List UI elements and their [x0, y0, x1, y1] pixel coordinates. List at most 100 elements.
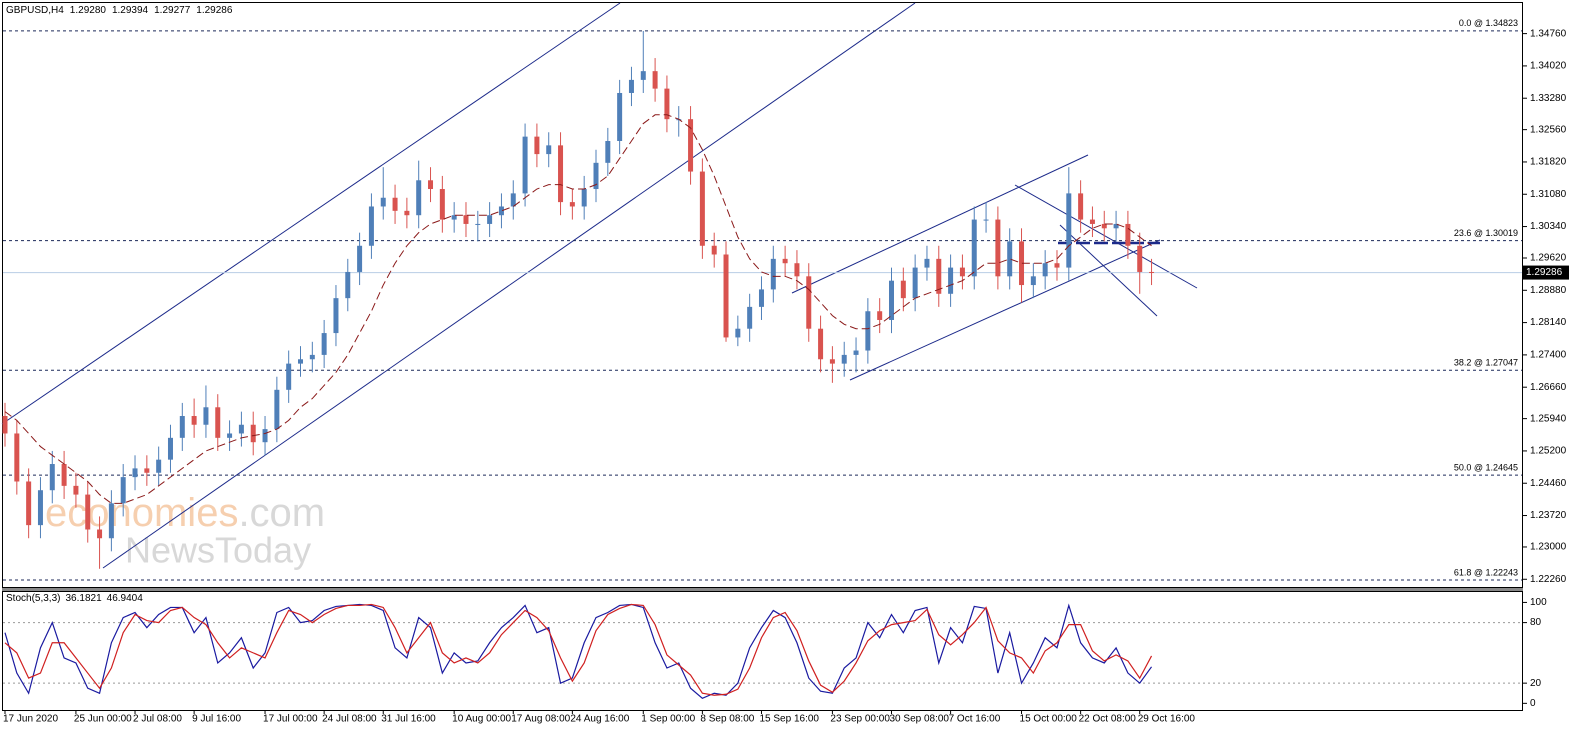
candle-body: [451, 215, 457, 220]
indicator-value: 46.9404: [107, 593, 144, 604]
candle-body: [1078, 193, 1084, 220]
x-tick-label: 17 Jun 2020: [3, 714, 58, 725]
candle-body: [439, 189, 445, 220]
candle-body: [924, 258, 930, 268]
candle-body: [829, 359, 835, 364]
candle-body: [1113, 223, 1119, 229]
candle-body: [1149, 271, 1155, 273]
x-tick-label: 10 Aug 00:00: [452, 714, 511, 725]
watermark-domain: .com: [238, 491, 325, 535]
candle-body: [782, 258, 788, 264]
moving-average: [4, 114, 1152, 504]
y-tick-label: 1.24460: [1530, 478, 1567, 489]
channel-line: [1, 2, 621, 425]
candle-body: [345, 271, 351, 299]
candle-body: [1101, 223, 1107, 229]
candle-body: [853, 350, 859, 355]
candle-body: [97, 529, 103, 539]
candle-body: [1066, 193, 1072, 268]
candle-body: [510, 193, 516, 207]
candle-body: [156, 459, 162, 473]
x-tick-label: 30 Sep 08:00: [890, 714, 950, 725]
candle-body: [392, 197, 398, 211]
candle-body: [26, 481, 32, 526]
candle-body: [936, 258, 942, 294]
watermark-brand: economies: [45, 491, 238, 535]
price-panel: [2, 2, 1523, 588]
candle-body: [569, 202, 575, 207]
y-tick-label: 1.26660: [1530, 382, 1567, 393]
candle-body: [1042, 263, 1048, 277]
candle-body: [463, 215, 469, 224]
candle-body: [321, 333, 327, 355]
candle-body: [286, 363, 292, 390]
channel-line: [791, 154, 1089, 294]
chart-title: GBPUSD,H4: [6, 5, 64, 16]
x-tick-label: 7 Oct 16:00: [949, 714, 1001, 725]
candle-body: [380, 197, 386, 207]
fib-label: 50.0 @ 1.24645: [1454, 463, 1518, 473]
indicator-header: Stoch(5,3,3) 36.1821 46.9404: [6, 593, 143, 604]
candle-body: [333, 298, 339, 334]
candle-body: [250, 424, 256, 443]
candle-body: [191, 416, 197, 425]
indicator-tick-label: 20: [1530, 678, 1542, 689]
candle-body: [711, 245, 717, 255]
plot-layer: 1.34760 1.34020 1.33280 1.32560 1.31820 1.310…: [2, 18, 1569, 725]
x-tick-label: 15 Oct 00:00: [1020, 714, 1078, 725]
y-tick-label: 1.31820: [1530, 157, 1567, 168]
candle-body: [274, 389, 280, 430]
x-tick-label: 15 Sep 16:00: [759, 714, 819, 725]
y-tick-label: 1.30340: [1530, 221, 1567, 232]
y-tick-label: 1.33280: [1530, 93, 1567, 104]
x-tick-label: 1 Sep 00:00: [641, 714, 695, 725]
y-tick-label: 1.23000: [1530, 542, 1567, 553]
x-tick-label: 29 Oct 16:00: [1138, 714, 1196, 725]
x-tick-label: 9 Jul 16:00: [192, 714, 241, 725]
header-value: 1.29286: [196, 5, 233, 16]
x-tick-label: 8 Sep 08:00: [700, 714, 754, 725]
candle-body: [912, 267, 918, 299]
x-tick-label: 24 Jul 08:00: [322, 714, 377, 725]
candle-body: [179, 416, 185, 438]
candle-body: [85, 494, 91, 530]
x-tick-label: 23 Sep 00:00: [830, 714, 890, 725]
y-tick-label: 1.29620: [1530, 253, 1567, 264]
channel-line: [1014, 184, 1198, 289]
candle-body: [959, 267, 965, 277]
y-tick-label: 1.34020: [1530, 61, 1567, 72]
candle-body: [227, 433, 233, 438]
candle-body: [132, 468, 138, 478]
indicator-tick-label: 0: [1530, 698, 1536, 709]
fib-label: 23.6 @ 1.30019: [1454, 228, 1518, 238]
candle-body: [49, 464, 55, 491]
current-price-box: [1523, 265, 1569, 280]
indicator-tick-label: 100: [1530, 597, 1547, 608]
candle-body: [1054, 263, 1060, 268]
candle-body: [593, 162, 599, 190]
x-tick-label: 24 Aug 16:00: [570, 714, 629, 725]
candle-body: [203, 407, 209, 425]
fib-label: 0.0 @ 1.34823: [1459, 18, 1518, 28]
header-values: 1.29280 1.29394 1.29277 1.29286: [70, 5, 233, 16]
x-tick-label: 22 Oct 08:00: [1079, 714, 1137, 725]
candle-body: [416, 180, 422, 216]
candle-body: [699, 171, 705, 246]
candle-body: [262, 429, 268, 443]
candle-body: [747, 306, 753, 329]
candle-body: [1125, 223, 1131, 246]
watermark-text: economies.com: [45, 491, 325, 535]
candle-body: [487, 215, 493, 224]
candle-body: [1089, 219, 1095, 224]
x-tick-label: 17 Aug 08:00: [511, 714, 570, 725]
y-tick-label: 1.22260: [1530, 574, 1567, 585]
candle-body: [2, 416, 8, 434]
y-tick-label: 1.25200: [1530, 446, 1567, 457]
y-tick-label: 1.25940: [1530, 413, 1567, 424]
stoch-line: [4, 603, 1153, 699]
candle-body: [581, 189, 587, 207]
y-tick-label: 1.31080: [1530, 189, 1567, 200]
candle-body: [144, 468, 150, 473]
candle-body: [758, 289, 764, 307]
